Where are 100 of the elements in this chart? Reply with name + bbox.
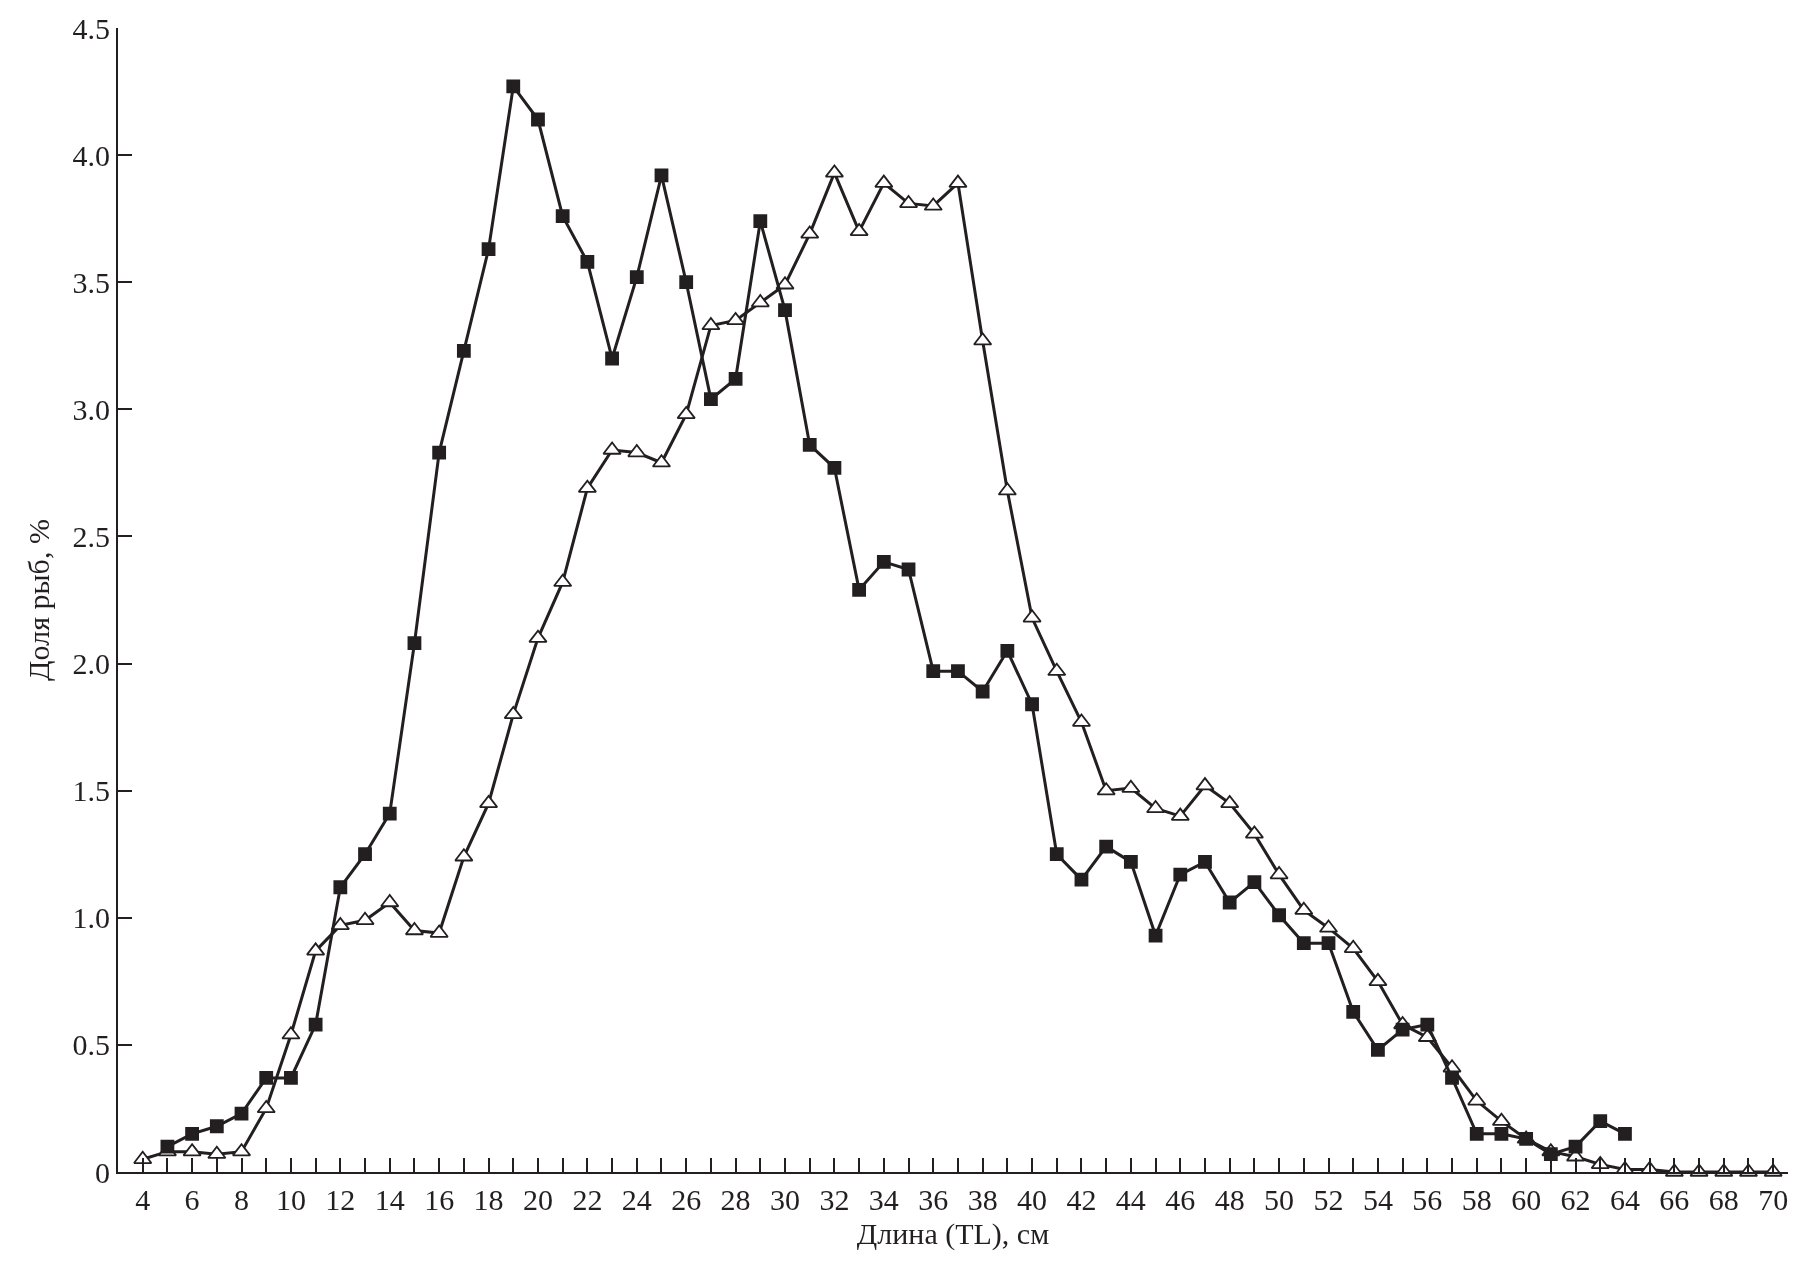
x-tick-label: 16 [424,1183,455,1216]
y-tick-label: 1.0 [72,901,110,935]
point [1049,847,1064,862]
point [506,79,521,94]
x-tick-label: 38 [967,1183,998,1216]
point [1445,1071,1459,1085]
x-tick-label: 50 [1264,1183,1295,1216]
x-tick-label: 48 [1214,1183,1245,1216]
x-tick-label: 22 [572,1183,603,1216]
x-tick-label: 32 [819,1183,850,1216]
point [1420,1017,1435,1032]
y-tick-label: 4.0 [72,138,110,172]
x-tick-label: 30 [770,1183,801,1216]
point [679,275,694,290]
point [580,254,595,269]
point [1321,936,1336,951]
point [1025,697,1039,712]
y-tick-label: 1.5 [72,774,110,808]
x-tick-label: 42 [1066,1183,1097,1216]
x-tick-label: 8 [234,1183,250,1216]
point [1222,895,1237,910]
point [333,880,348,895]
x-tick-label: 44 [1115,1183,1146,1216]
x-tick-label: 64 [1609,1183,1640,1216]
x-tick-label: 46 [1165,1183,1196,1216]
x-tick-label: 36 [918,1183,949,1216]
point [753,214,768,229]
point [1123,854,1138,869]
point [1618,1126,1632,1141]
point [827,460,842,475]
point [1272,908,1286,923]
point [1346,1004,1361,1019]
point [802,438,817,452]
point [234,1106,249,1121]
point [185,1126,200,1141]
point [1494,1126,1509,1141]
point [1371,1043,1385,1057]
point [951,664,965,679]
point [456,343,471,358]
x-tick-label: 26 [671,1183,702,1216]
point [308,1017,323,1032]
point [975,684,990,699]
x-tick-label: 6 [184,1183,200,1216]
point [531,112,545,127]
y-tick-label: 3.0 [72,392,110,426]
x-tick-label: 62 [1560,1183,1591,1216]
x-tick-label: 58 [1461,1183,1492,1216]
point [407,636,422,651]
point [1395,1022,1410,1037]
x-tick-label: 60 [1511,1183,1542,1216]
point [1099,839,1114,854]
point [209,1119,224,1134]
x-tick-label: 68 [1708,1183,1739,1216]
point [382,806,397,821]
x-tick-label: 14 [374,1183,405,1216]
x-axis-title: Длина (TL), см [856,1217,1050,1251]
y-tick-label: 2.5 [72,519,110,553]
point [284,1071,298,1085]
x-tick-label: 24 [621,1183,652,1216]
point [1568,1139,1583,1154]
point [432,445,447,460]
y-tick-label: 2.0 [72,647,110,681]
x-tick-label: 40 [1017,1183,1048,1216]
x-tick-label: 12 [325,1183,356,1216]
point [1543,1147,1558,1162]
x-tick-label: 66 [1659,1183,1690,1216]
y-tick-label: 0 [95,1155,110,1189]
y-tick-label: 4.5 [72,11,110,45]
x-tick-label: 34 [868,1183,899,1216]
point [926,664,941,679]
y-tick-label: 0.5 [72,1028,110,1062]
x-tick-label: 4 [135,1183,151,1216]
point [481,242,496,257]
point [259,1071,274,1085]
x-tick-label: 70 [1758,1183,1789,1216]
point [1173,867,1188,882]
point [901,562,916,577]
point [704,392,718,407]
point [1296,936,1311,951]
point [1469,1126,1484,1141]
y-axis-title: Доля рыб, % [22,519,55,681]
point [1074,872,1089,887]
y-tick-label: 3.5 [72,265,110,299]
point [1247,875,1262,890]
x-tick-label: 18 [473,1183,504,1216]
point [1593,1114,1608,1129]
x-tick-label: 20 [522,1183,553,1216]
point [358,847,372,862]
point [1000,643,1015,658]
point [728,371,743,386]
x-tick-label: 10 [275,1183,306,1216]
point [605,351,619,366]
point [654,168,669,183]
point [852,582,867,597]
point [876,554,891,569]
x-tick-label: 56 [1412,1183,1443,1216]
x-tick-label: 54 [1362,1183,1393,1216]
x-tick-label: 28 [720,1183,751,1216]
point [555,209,570,224]
x-tick-label: 52 [1313,1183,1344,1216]
